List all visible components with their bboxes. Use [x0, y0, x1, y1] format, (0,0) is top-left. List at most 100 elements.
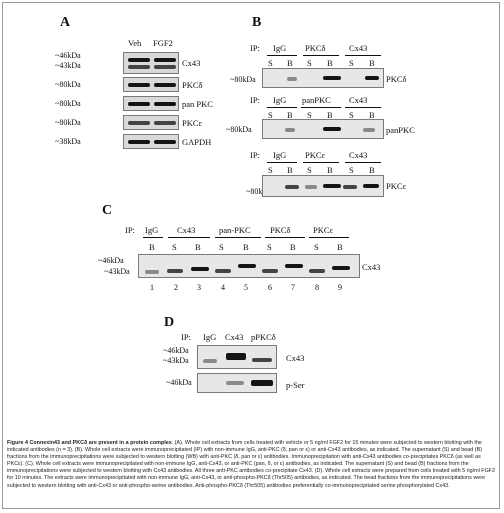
band [226, 381, 244, 385]
lane-number: 3 [197, 283, 201, 292]
figure-caption: Figure 4 Connexin43 and PKCδ are present… [7, 440, 497, 490]
lane-label: S [307, 165, 312, 175]
lane-label: S [307, 110, 312, 120]
panel-a-label: GAPDH [182, 137, 212, 147]
lane-label: B [327, 110, 333, 120]
band [323, 76, 341, 80]
ip-group: pan-PKC [219, 225, 251, 235]
panel-a-label: PKCδ [182, 80, 203, 90]
panel-a-mw: ~80kDa [55, 118, 81, 127]
band [226, 353, 246, 360]
group-underline [267, 162, 297, 163]
lane-label: B [369, 165, 375, 175]
band [128, 65, 150, 69]
panel-a-mw: ~38kDa [55, 137, 81, 146]
lane-number: 4 [221, 283, 225, 292]
band [323, 127, 341, 131]
band [262, 269, 278, 273]
band [305, 185, 317, 189]
band [154, 121, 176, 125]
lane-number: 9 [338, 283, 342, 292]
panel-a-mw: ~46kDa [55, 51, 81, 60]
mw-label: ~80kDa [230, 75, 256, 84]
band [332, 266, 350, 270]
lane-label: B [149, 242, 155, 252]
lane-label: S [268, 165, 273, 175]
band [154, 65, 176, 69]
band [251, 380, 273, 386]
band [323, 184, 341, 188]
lane-label: S [349, 110, 354, 120]
lane-label: S [349, 165, 354, 175]
band [154, 58, 176, 62]
band [128, 121, 150, 125]
panel-c-letter: C [102, 203, 113, 218]
group-underline [143, 237, 163, 238]
ip-group: Cx43 [349, 150, 368, 160]
blot-a-cx43 [123, 52, 179, 74]
mw-label: ~46kDa [163, 346, 189, 355]
lane-label: B [287, 110, 293, 120]
panel-a-letter: A [60, 15, 71, 30]
panel-d-letter: D [164, 315, 175, 330]
ip-label: IP: [181, 332, 191, 342]
ip-group: IgG [273, 43, 287, 53]
lane-label: B [243, 242, 249, 252]
band [285, 185, 299, 189]
group-underline [345, 162, 381, 163]
ip-group: Cx43 [225, 332, 244, 342]
group-underline [303, 162, 339, 163]
band [128, 102, 150, 106]
ip-group: IgG [203, 332, 217, 342]
band [191, 267, 209, 271]
panel-a-label: PKCε [182, 118, 203, 128]
blot-label: p-Ser [286, 380, 305, 390]
lane-number: 5 [244, 283, 248, 292]
panel-a-col-fgf2: FGF2 [153, 38, 173, 48]
band [363, 184, 379, 188]
group-underline [265, 237, 305, 238]
blot-a-pkcd [123, 77, 179, 92]
lane-label: S [219, 242, 224, 252]
lane-label: B [369, 58, 375, 68]
ip-group: PKCδ [270, 225, 291, 235]
band [167, 269, 183, 273]
mw-label: ~80kDa [226, 125, 252, 134]
mw-label: ~80kDa [246, 187, 272, 196]
panel-a-mw: ~80kDa [55, 80, 81, 89]
band [363, 128, 375, 132]
blot-d-cx43 [197, 345, 277, 369]
caption-title: Figure 4 Connexin43 and PKCδ are present… [7, 440, 172, 446]
mw-label: ~43kDa [163, 356, 189, 365]
lane-label: S [267, 242, 272, 252]
group-underline [301, 107, 341, 108]
band [145, 270, 159, 274]
ip-group: PKCε [305, 150, 326, 160]
panel-a-label: pan PKC [182, 99, 213, 109]
ip-group: PKCε [313, 225, 334, 235]
lane-label: S [268, 110, 273, 120]
blot-d-pser [197, 373, 277, 393]
panel-a-label: Cx43 [182, 58, 201, 68]
lane-number: 8 [315, 283, 319, 292]
band [343, 185, 357, 189]
mw-label: ~43kDa [104, 267, 130, 276]
group-underline [168, 237, 210, 238]
blot-c-cx43 [138, 254, 360, 278]
blot-label: PKCδ [386, 74, 407, 84]
band [154, 140, 176, 144]
band [287, 77, 297, 81]
lane-label: B [327, 58, 333, 68]
ip-group: IgG [273, 95, 287, 105]
group-underline [267, 107, 297, 108]
lane-label: B [287, 165, 293, 175]
blot-label: Cx43 [286, 353, 305, 363]
lane-label: B [369, 110, 375, 120]
lane-label: B [337, 242, 343, 252]
group-underline [345, 107, 381, 108]
lane-number: 7 [291, 283, 295, 292]
band [365, 76, 379, 80]
ip-group: panPKC [302, 95, 331, 105]
band [154, 83, 176, 87]
lane-label: S [349, 58, 354, 68]
